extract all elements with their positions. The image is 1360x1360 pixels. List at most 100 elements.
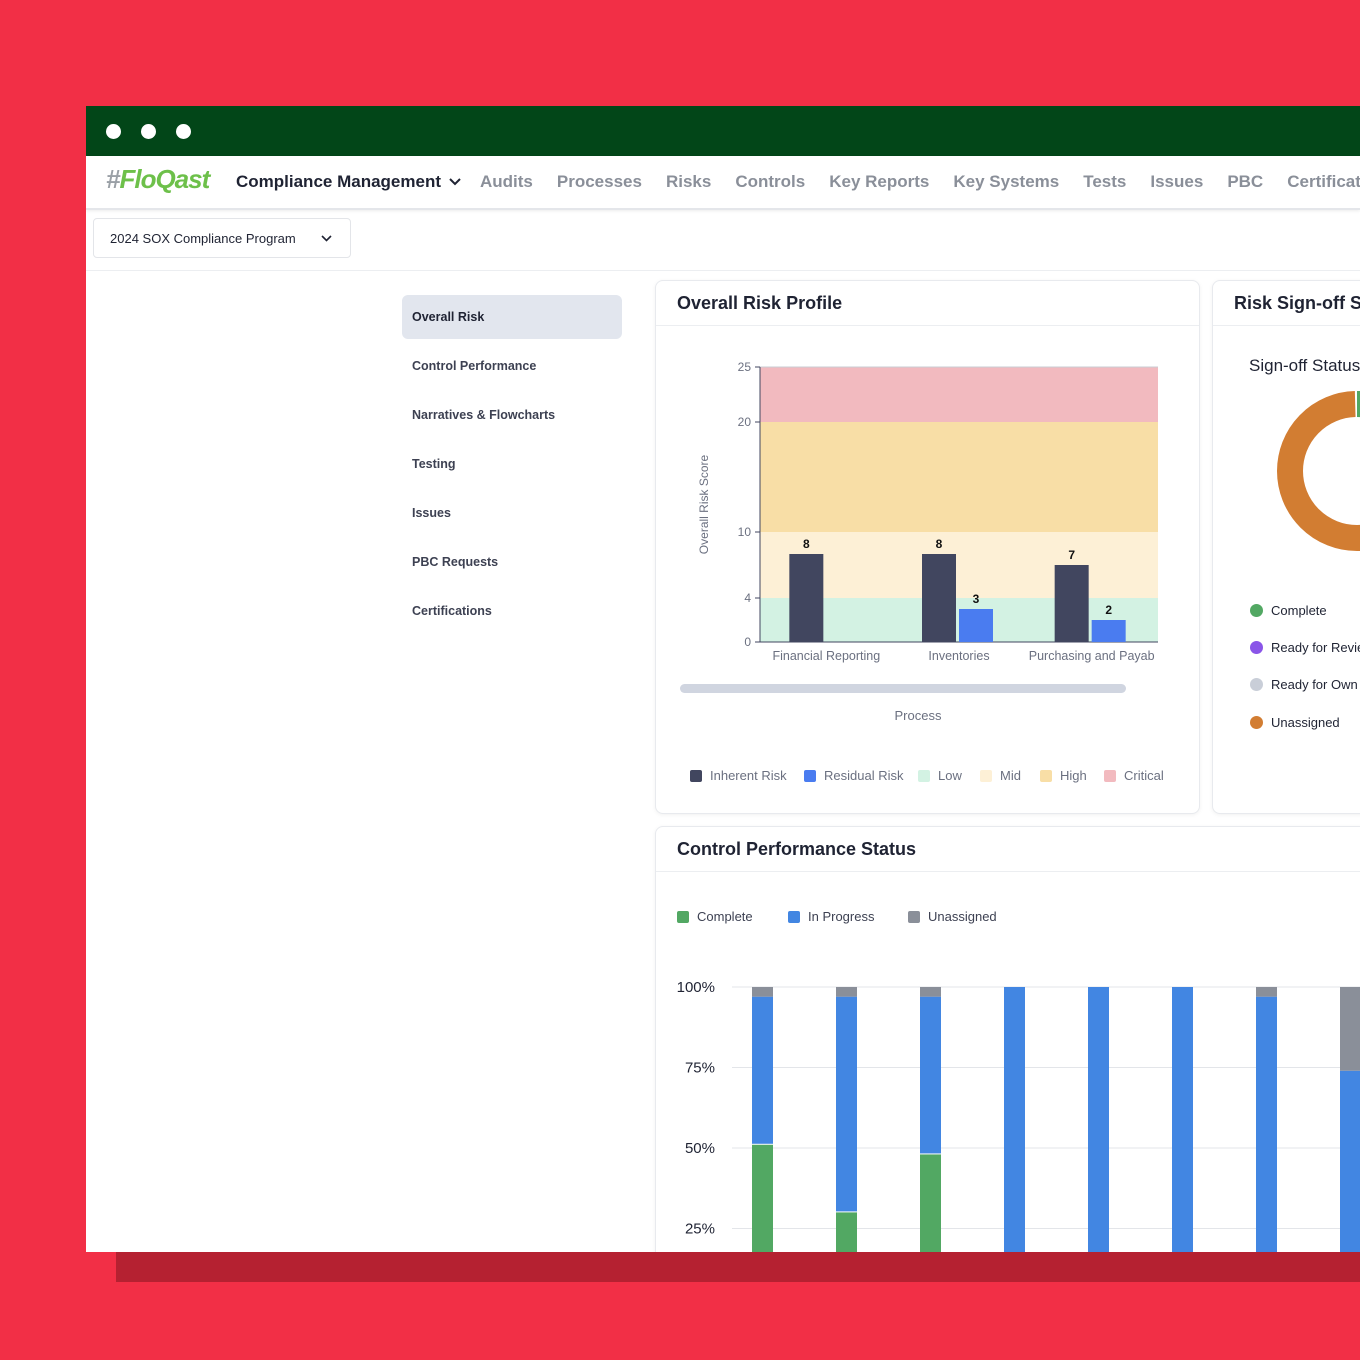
donut-slice-unassigned bbox=[1277, 391, 1360, 551]
card-title: Risk Sign-off S bbox=[1234, 293, 1360, 313]
signoff-subtitle: Sign-off Status bbox=[1249, 356, 1360, 375]
chevron-down-icon bbox=[449, 178, 461, 186]
swatch-icon bbox=[908, 910, 920, 923]
stacked-bar-in-progress bbox=[1256, 996, 1277, 1252]
nav-issues[interactable]: Issues bbox=[1150, 172, 1204, 191]
y-tick-label: 100% bbox=[677, 979, 715, 996]
module-dropdown[interactable]: Compliance Management bbox=[236, 172, 461, 192]
dot-icon bbox=[1250, 641, 1263, 654]
swatch-icon bbox=[1040, 769, 1052, 782]
legend-high[interactable]: High bbox=[1040, 768, 1087, 783]
sidebar-item-overall-risk[interactable]: Overall Risk bbox=[402, 295, 622, 339]
legend-residual-risk[interactable]: Residual Risk bbox=[804, 768, 903, 783]
risk-band-critical bbox=[760, 367, 1158, 422]
sidebar-item-narratives-flowcharts[interactable]: Narratives & Flowcharts bbox=[412, 408, 556, 422]
swatch-icon bbox=[918, 769, 930, 782]
legend-low[interactable]: Low bbox=[918, 768, 962, 783]
donut-slice-complete bbox=[1277, 391, 1360, 551]
legend-complete[interactable]: Complete bbox=[677, 909, 753, 924]
legend-ready-for-owner[interactable]: Ready for Own bbox=[1250, 677, 1358, 692]
chevron-down-icon bbox=[321, 234, 332, 242]
stacked-bar-complete bbox=[920, 1154, 941, 1252]
residual-risk-bar bbox=[1091, 620, 1126, 642]
stacked-bar-in-progress bbox=[1172, 987, 1193, 1252]
divider bbox=[656, 871, 1360, 872]
legend-critical[interactable]: Critical bbox=[1104, 768, 1164, 783]
stacked-bar-unassigned bbox=[1340, 987, 1360, 1071]
sidebar-item-testing[interactable]: Testing bbox=[412, 457, 456, 471]
bar-data-label: 3 bbox=[973, 592, 980, 606]
window-titlebar bbox=[86, 106, 1360, 156]
control-performance-chart: 100% 75% 50% 25% bbox=[677, 979, 1360, 1252]
nav-key-reports[interactable]: Key Reports bbox=[829, 172, 930, 191]
control-performance-card: Control Performance Status Complete In P… bbox=[655, 826, 1360, 1252]
nav-tests[interactable]: Tests bbox=[1083, 172, 1127, 191]
top-navigation: #FloQast Compliance Management Audits Pr… bbox=[86, 156, 1360, 210]
chart-scrollbar[interactable] bbox=[680, 684, 1126, 693]
legend-in-progress[interactable]: In Progress bbox=[788, 909, 874, 924]
risk-band-mid bbox=[760, 532, 1158, 598]
nav-controls[interactable]: Controls bbox=[735, 172, 806, 191]
stacked-bar-complete bbox=[752, 1144, 773, 1252]
inherent-risk-bar bbox=[1054, 565, 1089, 642]
program-bar: 2024 SOX Compliance Program bbox=[86, 210, 1360, 271]
dashboard-sidebar: Overall Risk Control Performance Narrati… bbox=[402, 295, 622, 638]
risk-signoff-card: Risk Sign-off S Sign-off Status Complete… bbox=[1212, 280, 1360, 814]
program-select[interactable]: 2024 SOX Compliance Program bbox=[93, 218, 351, 258]
legend-complete[interactable]: Complete bbox=[1250, 603, 1327, 618]
nav-links: Audits Processes Risks Controls Key Repo… bbox=[480, 172, 1360, 192]
legend-unassigned[interactable]: Unassigned bbox=[908, 909, 997, 924]
sidebar-item-pbc-requests[interactable]: PBC Requests bbox=[412, 555, 499, 569]
y-tick-label: 75% bbox=[685, 1060, 715, 1077]
bar-data-label: 8 bbox=[803, 537, 810, 551]
bar-data-label: 8 bbox=[936, 537, 943, 551]
stacked-bar-unassigned bbox=[752, 987, 773, 997]
nav-processes[interactable]: Processes bbox=[556, 172, 642, 191]
inherent-risk-bar bbox=[922, 554, 956, 642]
x-axis-title: Process bbox=[895, 708, 942, 723]
sidebar-item-certifications[interactable]: Certifications bbox=[412, 604, 492, 618]
app-window: #FloQast Compliance Management Audits Pr… bbox=[86, 106, 1360, 1252]
window-minimize-dot[interactable] bbox=[141, 124, 156, 139]
residual-risk-bar bbox=[959, 609, 993, 642]
y-tick-label: 25% bbox=[685, 1221, 715, 1238]
window-close-dot[interactable] bbox=[106, 124, 121, 139]
stacked-bar-unassigned bbox=[1256, 987, 1277, 997]
swatch-icon bbox=[804, 769, 816, 782]
sidebar-item-issues[interactable]: Issues bbox=[412, 506, 451, 520]
stacked-bar-in-progress bbox=[1004, 987, 1025, 1252]
swatch-icon bbox=[980, 769, 992, 782]
y-tick-label: 50% bbox=[685, 1140, 715, 1157]
signoff-donut-chart bbox=[1277, 391, 1360, 551]
card-title: Control Performance Status bbox=[677, 839, 917, 859]
nav-audits[interactable]: Audits bbox=[480, 172, 533, 191]
stacked-bar-complete bbox=[836, 1212, 857, 1252]
window-maximize-dot[interactable] bbox=[176, 124, 191, 139]
floqast-logo[interactable]: #FloQast bbox=[106, 164, 210, 194]
bar-data-label: 2 bbox=[1105, 603, 1112, 617]
y-axis-title: Overall Risk Score bbox=[697, 454, 711, 554]
stacked-bar-in-progress bbox=[1088, 987, 1109, 1252]
sidebar-item-control-performance[interactable]: Control Performance bbox=[412, 359, 537, 373]
risk-band-high bbox=[760, 422, 1158, 532]
legend-inherent-risk[interactable]: Inherent Risk bbox=[690, 768, 787, 783]
stacked-bar-in-progress bbox=[836, 996, 857, 1212]
legend-unassigned[interactable]: Unassigned bbox=[1250, 715, 1340, 730]
legend-mid[interactable]: Mid bbox=[980, 768, 1021, 783]
y-tick-label: 0 bbox=[744, 635, 751, 649]
nav-pbc[interactable]: PBC bbox=[1227, 172, 1264, 191]
bar-data-label: 7 bbox=[1068, 548, 1075, 562]
card-title: Overall Risk Profile bbox=[677, 293, 843, 313]
nav-risks[interactable]: Risks bbox=[665, 172, 712, 191]
nav-key-systems[interactable]: Key Systems bbox=[953, 172, 1060, 191]
dot-icon bbox=[1250, 716, 1263, 729]
y-tick-label: 25 bbox=[738, 360, 752, 374]
swatch-icon bbox=[1104, 769, 1116, 782]
swatch-icon bbox=[690, 769, 702, 782]
nav-certifications[interactable]: Certifications bbox=[1287, 172, 1360, 191]
swatch-icon bbox=[788, 910, 800, 923]
legend-ready-for-review[interactable]: Ready for Revie bbox=[1250, 640, 1360, 655]
program-select-value: 2024 SOX Compliance Program bbox=[110, 230, 296, 246]
x-tick-label: Inventories bbox=[928, 649, 989, 663]
stacked-bar-in-progress bbox=[920, 996, 941, 1154]
